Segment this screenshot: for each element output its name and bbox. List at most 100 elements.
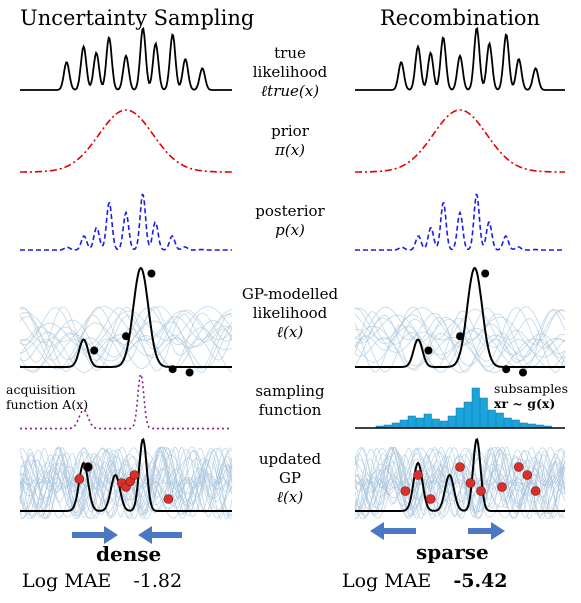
right-gp-likelihood-plot xyxy=(354,266,566,377)
row-label-true-likelihood: true likelihood ℓtrue(x) xyxy=(235,44,345,101)
histogram-bar xyxy=(439,420,448,429)
updated-gp-sample-curve xyxy=(354,446,566,520)
gp-mean-curve xyxy=(20,266,232,368)
row-label-math: p(x) xyxy=(275,221,305,239)
arrow-head xyxy=(138,526,152,544)
gp-observation-point xyxy=(168,365,177,374)
left-mae-label: Log MAE xyxy=(22,570,112,592)
updated-observation-point xyxy=(425,494,436,504)
arrow-head xyxy=(370,522,384,540)
left-mae-value: -1.82 xyxy=(133,570,183,592)
histogram-bar xyxy=(495,412,504,429)
row-label-line: likelihood xyxy=(252,304,328,322)
right-mae-label: Log MAE xyxy=(342,570,432,592)
acquisition-note-line: function A(x) xyxy=(6,397,89,412)
true-likelihood-curve xyxy=(355,26,565,91)
histogram-bar xyxy=(423,413,432,429)
updated-observation-point xyxy=(455,462,465,472)
right-posterior-plot xyxy=(355,193,565,251)
updated-gp-sample-curve xyxy=(19,448,233,519)
row-label-line: function xyxy=(258,401,322,419)
right-updated-gp-plot xyxy=(354,437,566,520)
posterior-curve xyxy=(355,193,565,251)
left-true-likelihood-plot xyxy=(20,26,232,91)
gp-observation-point xyxy=(147,269,156,278)
histogram-bar xyxy=(455,407,464,429)
gp-observation-point xyxy=(502,365,511,374)
updated-observation-point xyxy=(83,462,93,472)
updated-observation-point xyxy=(476,486,486,496)
histogram-bar xyxy=(447,415,456,429)
posterior-curve xyxy=(20,193,232,251)
updated-observation-point xyxy=(163,494,174,504)
updated-gp-sample-curve xyxy=(19,447,233,519)
histogram-bar xyxy=(407,415,416,429)
updated-gp-sample-curve xyxy=(354,447,566,520)
true-likelihood-curve xyxy=(20,26,232,91)
acquisition-note-line: acquisition xyxy=(6,382,76,397)
updated-observation-point xyxy=(530,486,541,496)
right-mae: Log MAE -5.42 xyxy=(342,570,508,592)
updated-gp-sample-curve xyxy=(19,446,233,519)
histogram-bar xyxy=(471,387,480,429)
gp-sample-curve xyxy=(19,307,233,373)
left-posterior-plot xyxy=(20,193,232,251)
left-prior-plot xyxy=(20,109,232,173)
histogram-bar xyxy=(463,401,472,429)
arrow-head xyxy=(491,522,505,540)
histogram-bar xyxy=(479,397,488,429)
gp-sample-curve xyxy=(19,309,233,373)
updated-gp-mean-curve xyxy=(20,437,232,512)
gp-sample-curve xyxy=(19,306,233,363)
left-gp-likelihood-plot xyxy=(19,266,233,377)
acquisition-curve xyxy=(20,373,232,430)
gp-sample-curve xyxy=(354,317,566,373)
row-label-gp-likelihood: GP-modelled likelihood ℓ(x) xyxy=(235,285,345,342)
updated-gp-sample-curve xyxy=(354,446,566,519)
left-mae: Log MAE -1.82 xyxy=(22,570,182,592)
updated-gp-sample-curve xyxy=(19,447,233,519)
gp-sample-curve xyxy=(354,307,566,358)
updated-observation-point xyxy=(465,478,476,488)
histogram-bar xyxy=(431,418,440,429)
updated-observation-point xyxy=(400,486,411,496)
arrow-head xyxy=(104,526,118,544)
gp-observation-point xyxy=(122,332,130,341)
right-prior-plot xyxy=(355,109,565,173)
row-label-math: π(x) xyxy=(274,141,306,159)
gp-sample-curve xyxy=(354,308,566,364)
updated-observation-point xyxy=(513,462,524,472)
gp-sample-curve xyxy=(19,307,233,373)
gp-sample-curve xyxy=(19,313,233,373)
row-label-line: GP xyxy=(278,469,302,487)
updated-observation-point xyxy=(413,470,423,480)
histogram-bar xyxy=(391,422,400,429)
arrows-group xyxy=(72,522,505,544)
updated-gp-sample-curve xyxy=(19,446,233,519)
dense-label: dense xyxy=(96,542,162,566)
updated-gp-sample-curve xyxy=(354,447,566,519)
acquisition-note: acquisition function A(x) xyxy=(6,382,88,412)
row-label-posterior: posterior p(x) xyxy=(235,202,345,240)
right-sampling-histogram xyxy=(355,387,565,429)
histogram-bar xyxy=(399,419,408,429)
updated-gp-mean-curve xyxy=(355,437,565,512)
gp-sample-curve xyxy=(19,309,233,372)
gp-mean-curve xyxy=(355,266,565,368)
histogram-bar xyxy=(503,417,512,429)
row-label-sampling-function: sampling function xyxy=(235,382,345,420)
histogram-bar xyxy=(519,422,528,429)
row-label-line: GP-modelled xyxy=(241,285,339,303)
histogram-bar xyxy=(415,417,424,429)
prior-curve xyxy=(20,109,232,173)
subsamples-note-line: xr ~ g(x) xyxy=(494,396,556,411)
updated-gp-sample-curve xyxy=(354,446,566,515)
gp-sample-curve xyxy=(19,306,233,355)
updated-gp-sample-curve xyxy=(19,446,233,514)
gp-sample-curve xyxy=(354,309,566,373)
histogram-bar xyxy=(511,419,520,429)
left-updated-gp-plot xyxy=(19,437,233,520)
left-acquisition-plot xyxy=(20,373,232,430)
row-label-line: updated xyxy=(258,450,322,468)
